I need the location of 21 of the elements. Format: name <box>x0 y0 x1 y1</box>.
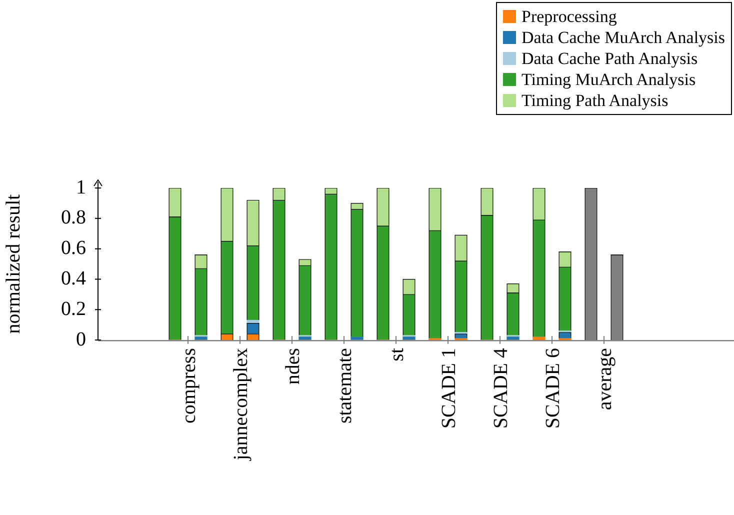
x-tick-label: SCADE 1 <box>438 348 460 429</box>
legend-label: Timing MuArch Analysis <box>522 69 696 90</box>
legend-label: Data Cache Path Analysis <box>522 48 698 69</box>
x-tick-label: average <box>594 348 616 410</box>
y-tick-label: 1 <box>76 176 86 198</box>
x-tick-label: statemate <box>334 348 356 424</box>
y-tick-label: 0.6 <box>61 237 86 260</box>
x-tick-label: st <box>386 348 408 362</box>
x-tick-label: jannecomplex <box>230 348 252 462</box>
x-tick-label: ndes <box>282 348 304 385</box>
y-axis-title: normalized result <box>2 194 24 334</box>
y-tick-label: 0.2 <box>61 298 86 320</box>
y-tick-label: 0.4 <box>61 267 86 290</box>
legend-label: Timing Path Analysis <box>522 90 668 111</box>
legend-label: Preprocessing <box>522 6 617 27</box>
x-tick-label: SCADE 6 <box>542 348 564 429</box>
x-tick-label: SCADE 4 <box>490 348 512 429</box>
y-tick-label: 0 <box>76 328 86 350</box>
x-tick-label: compress <box>178 348 200 424</box>
y-tick-label: 0.8 <box>61 206 86 229</box>
legend-label: Data Cache MuArch Analysis <box>522 27 725 48</box>
